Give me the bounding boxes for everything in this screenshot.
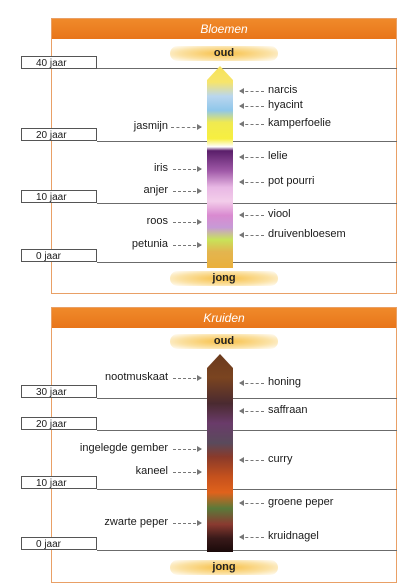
- arrow-kruidnagel: [239, 534, 264, 540]
- arrow-jasmijn: [171, 124, 202, 130]
- arrow-roos: [173, 219, 202, 225]
- age-box-0: 0 jaar: [21, 249, 97, 262]
- jong-label: jong: [170, 271, 278, 286]
- label-zwarte-peper: zwarte peper: [104, 516, 168, 528]
- arrow-saffraan: [239, 408, 264, 414]
- arrow-kaneel: [173, 469, 202, 475]
- label-honing: honing: [268, 376, 302, 388]
- age-line-30: [97, 398, 397, 399]
- arrow-viool: [239, 212, 264, 218]
- arrow-kamperfoelie: [239, 121, 264, 127]
- age-box-20: 20 jaar: [21, 128, 97, 141]
- label-kruidnagel: kruidnagel: [268, 530, 319, 542]
- label-anjer: anjer: [143, 184, 168, 196]
- kruiden-scent-bar: [207, 354, 233, 552]
- arrow-iris: [173, 166, 202, 172]
- arrow-pot-pourri: [239, 179, 264, 185]
- arrow-petunia: [173, 242, 202, 248]
- age-line-0: [97, 550, 397, 551]
- age-box-10: 10 jaar: [21, 190, 97, 203]
- panel-title: Bloemen: [52, 19, 396, 39]
- label-lelie: lelie: [268, 150, 288, 162]
- panel-title: Kruiden: [52, 308, 396, 328]
- arrow-lelie: [239, 154, 264, 160]
- arrow-curry: [239, 457, 264, 463]
- oud-label: oud: [170, 46, 278, 61]
- arrow-nootmuskaat: [173, 375, 202, 381]
- jong-label: jong: [170, 560, 278, 575]
- label-roos: roos: [146, 215, 168, 227]
- age-line-20: [97, 430, 397, 431]
- age-box-20: 20 jaar: [21, 417, 97, 430]
- age-line-20: [97, 141, 397, 142]
- age-box-40: 40 jaar: [21, 56, 97, 69]
- arrow-hyacint: [239, 103, 264, 109]
- age-box-10: 10 jaar: [21, 476, 97, 489]
- age-line-40: [97, 68, 397, 69]
- label-viool: viool: [268, 208, 291, 220]
- arrow-narcis: [239, 88, 264, 94]
- label-pot-pourri: pot pourri: [268, 175, 315, 187]
- label-petunia: petunia: [131, 238, 168, 250]
- label-nootmuskaat: nootmuskaat: [105, 371, 168, 383]
- label-saffraan: saffraan: [268, 404, 308, 416]
- label-curry: curry: [268, 453, 293, 465]
- arrow-honing: [239, 380, 264, 386]
- bloemen-scent-bar: [207, 66, 233, 268]
- label-ingelegde-gember: ingelegde gember: [79, 442, 168, 454]
- age-line-10: [97, 489, 397, 490]
- age-box-30: 30 jaar: [21, 385, 97, 398]
- label-kamperfoelie: kamperfoelie: [268, 117, 331, 129]
- age-line-0: [97, 262, 397, 263]
- label-druivenbloesem: druivenbloesem: [268, 228, 346, 240]
- arrow-anjer: [173, 188, 202, 194]
- arrow-groene-peper: [239, 500, 264, 506]
- oud-label: oud: [170, 334, 278, 349]
- age-box-0: 0 jaar: [21, 537, 97, 550]
- arrow-druivenbloesem: [239, 232, 264, 238]
- label-hyacint: hyacint: [268, 99, 303, 111]
- arrow-zwarte-peper: [173, 520, 202, 526]
- label-groene-peper: groene peper: [268, 496, 334, 508]
- label-narcis: narcis: [268, 84, 298, 96]
- label-kaneel: kaneel: [135, 465, 168, 477]
- label-iris: iris: [153, 162, 168, 174]
- age-line-10: [97, 203, 397, 204]
- label-jasmijn: jasmijn: [133, 120, 168, 132]
- arrow-ingelegde-gember: [173, 446, 202, 452]
